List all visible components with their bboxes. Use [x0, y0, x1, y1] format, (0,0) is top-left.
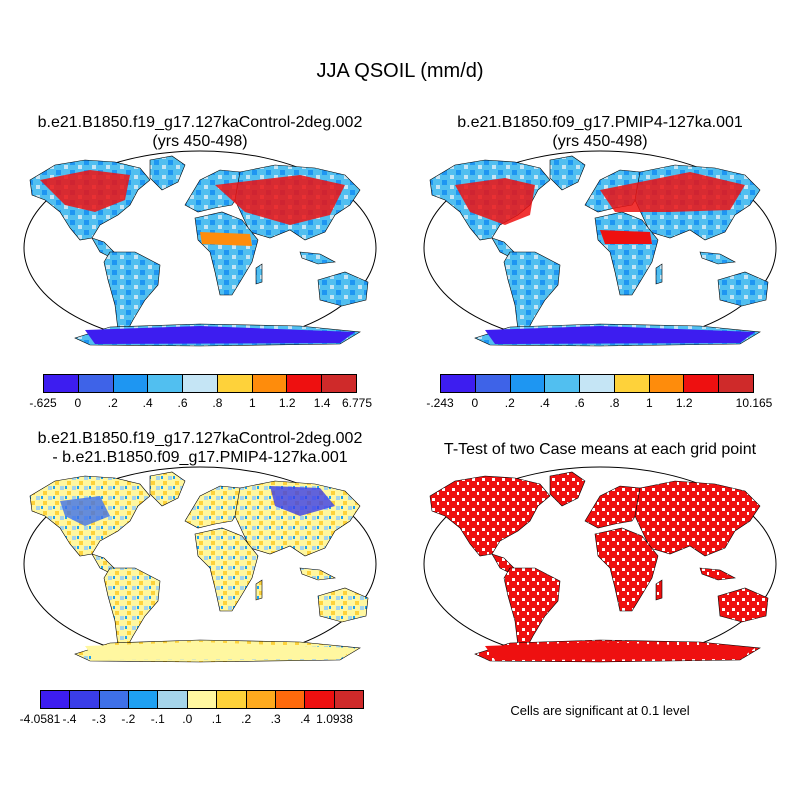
colorbar-tick-label: 1.0938 — [316, 712, 353, 726]
panel-4-antarctica-fill — [485, 642, 755, 660]
panel-3-title-line-2: - b.e21.B1850.f09_g17.PMIP4-127ka.001 — [52, 449, 348, 466]
colorbar-tick-label: .8 — [212, 396, 223, 410]
panel-2-title-line-2: (yrs 450-498) — [552, 133, 648, 150]
significance-note: Cells are significant at 0.1 level — [510, 703, 690, 718]
colorbar-tick-label: .0 — [182, 712, 193, 726]
panel-2-hotspot-eurasia — [600, 172, 745, 212]
colorbar-tick-label: -.1 — [150, 712, 165, 726]
panel-3-negative-north-america — [60, 496, 110, 526]
panel-3-negative-asia — [270, 486, 335, 516]
colorbar-tick-label: .2 — [504, 396, 515, 410]
colorbar-tick-label: 1.2 — [675, 396, 693, 410]
panel-2-hotspot-sahel — [600, 230, 652, 244]
panel-2-hotspot-north-america — [455, 178, 535, 225]
panel-3-title-line-1: b.e21.B1850.f19_g17.127kaControl-2deg.00… — [37, 430, 363, 447]
panel-2-colorbar — [440, 374, 754, 393]
colorbar-tick-label: .6 — [177, 396, 188, 410]
colorbar-swatch — [41, 691, 71, 708]
colorbar-tick-label: 1.4 — [313, 396, 331, 410]
panel-1-hotspot-sahel — [200, 232, 252, 246]
colorbar-swatch — [305, 691, 335, 708]
colorbar-swatch — [510, 375, 546, 392]
colorbar-tick-label: .1 — [211, 712, 222, 726]
colorbar-tick-label: -.2 — [121, 712, 136, 726]
panel-4-title: T-Test of two Case means at each grid po… — [400, 440, 800, 459]
colorbar-tick-label: 1 — [248, 396, 256, 410]
colorbar-tick-label: -.3 — [91, 712, 106, 726]
colorbar-swatch — [287, 375, 323, 392]
colorbar-swatch — [183, 375, 218, 392]
colorbar-swatch — [44, 375, 79, 392]
colorbar-tick-label: 0 — [471, 396, 479, 410]
colorbar-tick-label: .4 — [539, 396, 550, 410]
panel-3-colorbar — [40, 690, 364, 709]
panel-3-antarctica-fill — [85, 642, 355, 660]
colorbar-tick-label: .4 — [142, 396, 153, 410]
colorbar-tick-label: 6.775 — [341, 396, 373, 410]
colorbar-swatch — [217, 375, 253, 392]
colorbar-swatch — [614, 375, 650, 392]
colorbar-swatch — [187, 691, 218, 708]
colorbar-swatch — [70, 691, 100, 708]
panel-1-title: b.e21.B1850.f19_g17.127kaControl-2deg.00… — [0, 113, 400, 151]
panel-1-map — [23, 150, 377, 347]
colorbar-swatch — [78, 375, 114, 392]
panel-3-title: b.e21.B1850.f19_g17.127kaControl-2deg.00… — [0, 429, 400, 467]
colorbar-tick-label: .3 — [270, 712, 281, 726]
panel-1-title-line-1: b.e21.B1850.f19_g17.127kaControl-2deg.00… — [37, 114, 363, 131]
colorbar-swatch — [649, 375, 685, 392]
colorbar-tick-label: 10.165 — [735, 396, 773, 410]
colorbar-tick-label: .2 — [107, 396, 118, 410]
colorbar-swatch — [99, 691, 130, 708]
panel-2-antarctica-fill — [485, 326, 755, 344]
colorbar-swatch — [580, 375, 615, 392]
colorbar-tick-label: .6 — [574, 396, 585, 410]
panel-3-map — [23, 466, 377, 663]
colorbar-swatch — [334, 691, 363, 708]
colorbar-swatch — [252, 375, 288, 392]
colorbar-tick-label: .2 — [241, 712, 252, 726]
colorbar-swatch — [129, 691, 159, 708]
panel-1-colorbar — [43, 374, 357, 393]
colorbar-tick-label: 1 — [645, 396, 653, 410]
colorbar-swatch — [246, 691, 276, 708]
panel-2-title: b.e21.B1850.f09_g17.PMIP4-127ka.001 (yrs… — [400, 113, 800, 151]
colorbar-tick-label: -.4 — [62, 712, 77, 726]
colorbar-swatch — [441, 375, 476, 392]
colorbar-swatch — [475, 375, 511, 392]
colorbar-tick-label: 1.2 — [278, 396, 296, 410]
panel-2-title-line-1: b.e21.B1850.f09_g17.PMIP4-127ka.001 — [457, 114, 743, 131]
panel-2-map — [423, 150, 777, 347]
colorbar-swatch — [217, 691, 247, 708]
panel-1-antarctica-fill — [85, 326, 355, 344]
colorbar-tick-label: .4 — [300, 712, 311, 726]
colorbar-swatch — [545, 375, 581, 392]
colorbar-swatch — [158, 691, 188, 708]
panel-1-title-line-2: (yrs 450-498) — [152, 133, 248, 150]
main-title: JJA QSOIL (mm/d) — [316, 60, 484, 82]
colorbar-swatch — [719, 375, 754, 392]
panel-1-hotspot-north-america — [40, 170, 130, 212]
colorbar-swatch — [275, 691, 306, 708]
panel-1-hotspot-eurasia — [215, 175, 345, 225]
colorbar-swatch — [684, 375, 720, 392]
colorbar-swatch — [148, 375, 184, 392]
colorbar-tick-label: .8 — [609, 396, 620, 410]
colorbar-tick-label: -.625 — [29, 396, 57, 410]
colorbar-tick-label: -.243 — [426, 396, 454, 410]
panel-4-title-line-1: T-Test of two Case means at each grid po… — [443, 441, 757, 458]
colorbar-tick-label: -4.0581 — [19, 712, 61, 726]
colorbar-tick-label: 0 — [74, 396, 82, 410]
colorbar-swatch — [322, 375, 357, 392]
colorbar-swatch — [113, 375, 149, 392]
panel-4-map — [423, 466, 777, 663]
